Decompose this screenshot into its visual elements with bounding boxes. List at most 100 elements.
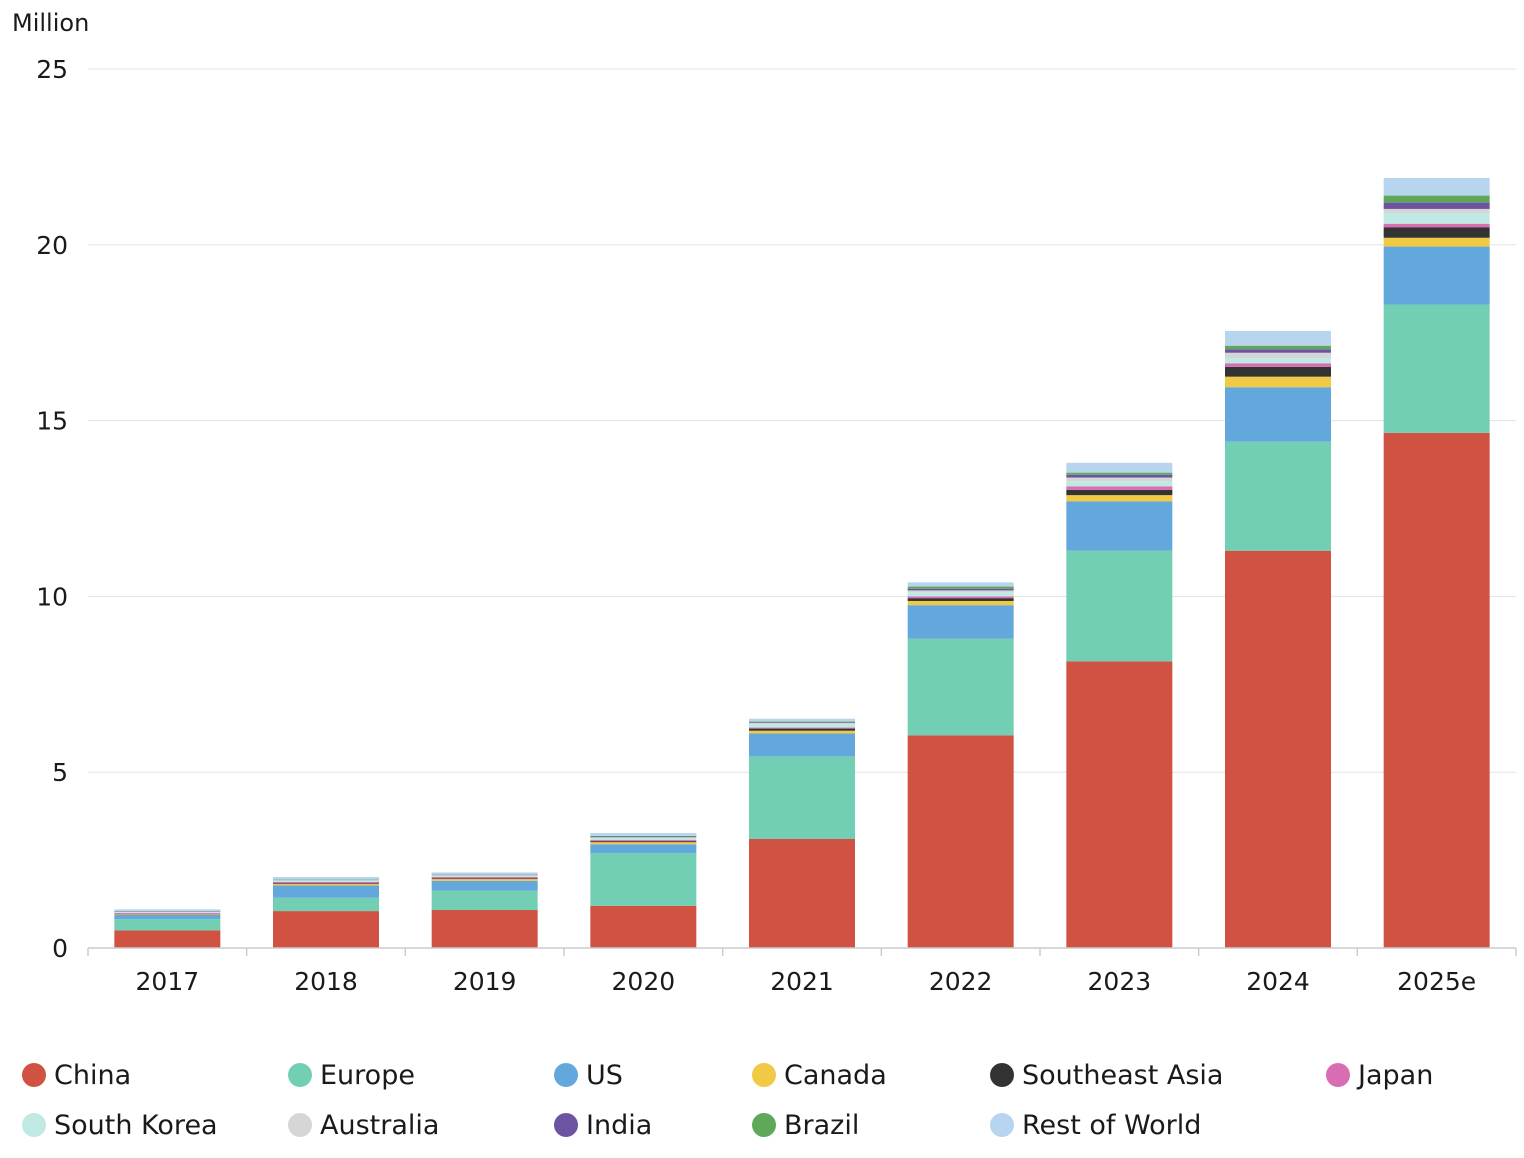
bar-brazil-2022 — [907, 586, 1014, 589]
bar-brazil-2024 — [1225, 345, 1331, 350]
bar-australia-2024 — [1225, 352, 1331, 359]
legend-swatch — [22, 1063, 46, 1087]
bar-europe-2024 — [1225, 441, 1331, 551]
bar-canada-2021 — [749, 730, 855, 734]
legend-item-japan: Japan — [1326, 1052, 1433, 1098]
bar-canada-2020 — [590, 842, 697, 845]
bar-europe-2020 — [590, 853, 697, 906]
bar-rest-of-world-2019 — [431, 872, 538, 875]
bar-southeast-asia-2022 — [907, 598, 1014, 601]
bar-australia-2021 — [749, 722, 855, 725]
bar-south-korea-2025e — [1383, 213, 1490, 224]
bar-canada-2019 — [431, 879, 538, 881]
x-tick-label-2023: 2023 — [1088, 967, 1152, 996]
bar-canada-2017 — [114, 914, 221, 915]
legend-label: Southeast Asia — [1022, 1059, 1224, 1091]
bar-south-korea-2018 — [273, 880, 379, 882]
legend-swatch — [288, 1113, 312, 1137]
legend-swatch — [1326, 1063, 1350, 1087]
bar-stack-2022 — [907, 582, 1014, 948]
bar-us-2018 — [273, 885, 379, 898]
bar-us-2019 — [431, 880, 538, 891]
legend-label: South Korea — [54, 1109, 218, 1141]
bar-australia-2020 — [590, 837, 697, 838]
legend-label: China — [54, 1059, 132, 1091]
bar-australia-2025e — [1383, 208, 1490, 214]
bar-south-korea-2024 — [1225, 358, 1331, 364]
bar-india-2020 — [590, 836, 697, 838]
bar-japan-2020 — [590, 840, 697, 842]
legend-label: US — [586, 1059, 623, 1091]
legend-swatch — [990, 1063, 1014, 1087]
bar-stack-2018 — [273, 876, 379, 948]
bar-china-2024 — [1225, 550, 1331, 948]
bar-europe-2019 — [431, 890, 538, 911]
bar-india-2025e — [1383, 202, 1490, 209]
bar-south-korea-2022 — [907, 592, 1014, 597]
bar-canada-2025e — [1383, 237, 1490, 247]
legend-item-rest-of-world: Rest of World — [990, 1102, 1201, 1148]
bar-india-2023 — [1066, 474, 1173, 478]
legend-swatch — [288, 1063, 312, 1087]
legend-swatch — [554, 1063, 578, 1087]
bar-japan-2025e — [1383, 223, 1490, 228]
bar-india-2021 — [749, 722, 855, 723]
bar-us-2017 — [114, 914, 221, 920]
bar-south-korea-2017 — [114, 912, 221, 913]
bar-southeast-asia-2024 — [1225, 366, 1331, 377]
bar-southeast-asia-2025e — [1383, 227, 1490, 238]
legend-item-canada: Canada — [752, 1052, 887, 1098]
bar-rest-of-world-2018 — [273, 876, 379, 880]
bar-stack-2025e — [1383, 177, 1490, 948]
bar-europe-2017 — [114, 919, 221, 931]
legend-swatch — [752, 1113, 776, 1137]
bar-us-2025e — [1383, 246, 1490, 305]
y-tick-label: 0 — [52, 934, 68, 963]
bar-japan-2022 — [907, 596, 1014, 599]
bar-southeast-asia-2020 — [590, 841, 697, 843]
x-tick-label-2017: 2017 — [136, 967, 200, 996]
y-tick-label: 5 — [52, 758, 68, 787]
legend-item-australia: Australia — [288, 1102, 439, 1148]
legend-label: Rest of World — [1022, 1109, 1202, 1141]
bar-europe-2025e — [1383, 304, 1490, 433]
bar-rest-of-world-2017 — [114, 909, 221, 912]
bar-japan-2024 — [1225, 363, 1331, 367]
bar-canada-2023 — [1066, 495, 1173, 502]
legend-label: Japan — [1358, 1059, 1434, 1091]
bar-southeast-asia-2018 — [273, 883, 379, 885]
bar-stack-2024 — [1225, 330, 1331, 948]
bar-japan-2019 — [431, 876, 538, 879]
bar-southeast-asia-2023 — [1066, 489, 1173, 496]
y-tick-label: 20 — [36, 231, 68, 260]
legend-label: Brazil — [784, 1109, 860, 1141]
bar-japan-2018 — [273, 881, 379, 884]
x-tick-label-2021: 2021 — [770, 967, 834, 996]
x-tick-label-2025e: 2025e — [1397, 967, 1476, 996]
bar-stack-2017 — [114, 909, 221, 948]
bar-us-2024 — [1225, 387, 1331, 442]
bar-brazil-2021 — [749, 721, 855, 723]
legend-item-southeast-asia: Southeast Asia — [990, 1052, 1223, 1098]
y-tick-label: 15 — [36, 407, 68, 436]
bar-south-korea-2021 — [749, 724, 855, 728]
legend-item-europe: Europe — [288, 1052, 415, 1098]
bar-japan-2021 — [749, 727, 855, 729]
bar-china-2021 — [749, 839, 855, 948]
bar-china-2023 — [1066, 661, 1173, 948]
bar-china-2025e — [1383, 432, 1490, 948]
bar-south-korea-2019 — [431, 875, 538, 877]
bar-india-2024 — [1225, 349, 1331, 353]
bar-brazil-2025e — [1383, 195, 1490, 203]
bar-brazil-2020 — [590, 835, 697, 837]
bar-southeast-asia-2019 — [431, 878, 538, 880]
y-tick-label: 25 — [36, 55, 68, 84]
bar-australia-2022 — [907, 590, 1014, 593]
bar-south-korea-2023 — [1066, 481, 1173, 487]
legend-swatch — [554, 1113, 578, 1137]
legend-item-south-korea: South Korea — [22, 1102, 218, 1148]
bar-us-2020 — [590, 844, 697, 854]
legend-swatch — [22, 1113, 46, 1137]
bar-europe-2022 — [907, 638, 1014, 736]
